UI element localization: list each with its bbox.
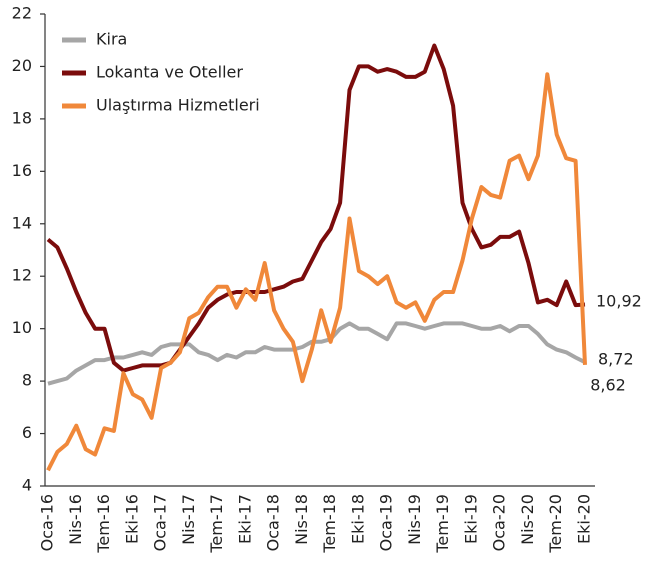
- y-tick-label: 14: [12, 213, 32, 232]
- x-tick-label: Nis-16: [66, 494, 85, 545]
- x-tick-label: Oca-20: [490, 494, 509, 551]
- y-tick-label: 8: [22, 371, 32, 390]
- x-tick-label: Eki-18: [348, 494, 367, 544]
- x-tick-label: Tem-17: [207, 494, 226, 554]
- series-line: [46, 72, 587, 472]
- x-tick-label: Nis-19: [405, 494, 424, 545]
- x-tick-label: Eki-19: [461, 494, 480, 544]
- series-line: [47, 321, 586, 386]
- x-tick-label: Tem-16: [94, 494, 113, 554]
- data-label: 8,62: [590, 376, 626, 395]
- legend-label: Lokanta ve Oteller: [96, 63, 243, 82]
- y-tick-label: 18: [12, 108, 32, 127]
- x-tick-label: Oca-18: [264, 494, 283, 551]
- legend-label: Kira: [96, 30, 127, 49]
- y-tick-label: 16: [12, 161, 32, 180]
- x-tick-label: Oca-16: [38, 494, 57, 551]
- x-tick-label: Tem-20: [546, 494, 565, 554]
- legend-label: Ulaştırma Hizmetleri: [96, 96, 260, 115]
- x-tick-label: Nis-20: [518, 494, 537, 545]
- x-tick-label: Eki-20: [575, 494, 594, 544]
- y-tick-label: 20: [12, 56, 32, 75]
- y-tick-label: 22: [12, 4, 32, 23]
- y-tick-label: 6: [22, 423, 32, 442]
- x-tick-label: Eki-17: [235, 494, 254, 544]
- x-tick-label: Nis-18: [292, 494, 311, 545]
- x-tick-label: Nis-17: [179, 494, 198, 545]
- x-tick-label: Oca-17: [151, 494, 170, 551]
- x-tick-label: Oca-19: [377, 494, 396, 551]
- data-label: 10,92: [596, 292, 642, 311]
- data-label: 8,72: [598, 350, 634, 369]
- x-tick-label: Tem-19: [433, 494, 452, 554]
- series-line: [46, 43, 586, 373]
- y-tick-label: 10: [12, 318, 32, 337]
- x-tick-label: Eki-16: [122, 494, 141, 544]
- y-tick-label: 4: [22, 476, 32, 495]
- y-tick-label: 12: [12, 266, 32, 285]
- x-tick-label: Tem-18: [320, 494, 339, 554]
